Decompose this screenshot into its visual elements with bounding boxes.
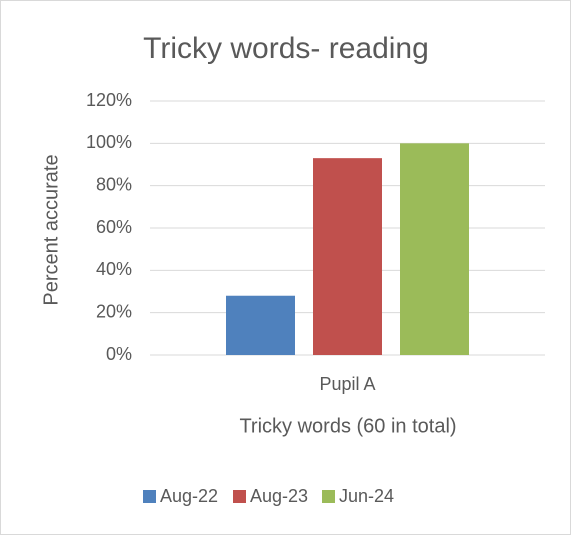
legend-swatch [233, 490, 246, 503]
x-tick-label: Pupil A [319, 374, 375, 394]
legend-label: Jun-24 [339, 486, 394, 506]
bar [313, 158, 382, 355]
legend-swatch [322, 490, 335, 503]
legend-label: Aug-23 [250, 486, 308, 506]
y-tick-label: 20% [96, 301, 132, 321]
y-axis-title: Percent accurate [40, 154, 62, 305]
y-tick-label: 0% [106, 344, 132, 364]
legend-swatch [143, 490, 156, 503]
y-tick-label: 80% [96, 174, 132, 194]
bar [226, 295, 295, 355]
legend-label: Aug-22 [160, 486, 218, 506]
y-tick-label: 120% [86, 90, 132, 110]
y-tick-label: 40% [96, 259, 132, 279]
bar [400, 143, 469, 355]
chart-title: Tricky words- reading [143, 32, 429, 65]
y-tick-label: 60% [96, 217, 132, 237]
y-tick-label: 100% [86, 132, 132, 152]
x-axis-title: Tricky words (60 in total) [239, 415, 456, 437]
